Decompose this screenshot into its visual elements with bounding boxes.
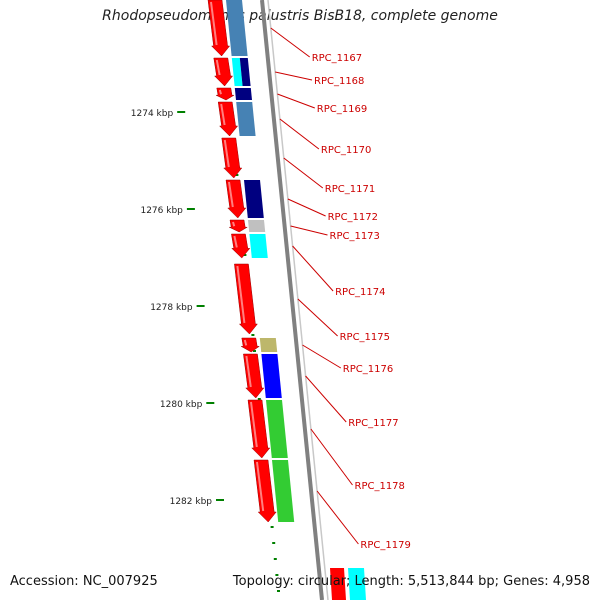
accession-text: Accession: NC_007925	[10, 574, 158, 589]
cog-box	[231, 58, 243, 86]
gene-label: RPC_1177	[348, 418, 398, 429]
cog-box	[244, 180, 264, 218]
cog-box	[272, 460, 295, 522]
ruler-tick	[253, 350, 256, 352]
label-leader	[297, 298, 338, 337]
label-leader	[277, 93, 315, 109]
gene-highlight	[215, 59, 221, 76]
gene-features	[207, 0, 346, 600]
ruler-label: 1274 kbp	[131, 109, 174, 119]
backbone-edge	[267, 0, 329, 600]
ruler-label: 1282 kbp	[170, 497, 213, 507]
gene-label: RPC_1175	[340, 332, 390, 343]
backbone	[260, 0, 329, 600]
ruler-labels: 1274 kbp 1276 kbp 1278 kbp 1280 kbp 1282 kbp	[131, 109, 224, 507]
label-leader	[290, 225, 328, 236]
gene-label: RPC_1178	[355, 481, 405, 492]
major-tick	[196, 305, 205, 307]
ruler-tick	[270, 526, 274, 528]
gene-arrow	[240, 337, 260, 353]
cog-box	[226, 0, 248, 56]
cog-box	[239, 58, 251, 86]
label-leader	[310, 428, 353, 486]
gene-highlight	[218, 89, 222, 95]
gene-arrow	[330, 568, 346, 600]
ruler-tick	[251, 334, 255, 336]
label-leader	[275, 71, 313, 81]
ruler-label: 1278 kbp	[150, 303, 193, 313]
ruler-tick	[275, 574, 279, 576]
cog-box	[234, 88, 252, 100]
gene-highlight	[245, 355, 252, 388]
gene-highlight	[243, 339, 248, 346]
label-leader	[305, 375, 347, 423]
gene-label: RPC_1174	[335, 287, 385, 298]
major-tick	[216, 499, 224, 501]
label-leader	[279, 118, 320, 150]
gene-highlight	[256, 461, 265, 512]
cog-box	[236, 102, 256, 136]
gene-label: RPC_1170	[321, 145, 371, 156]
gene-label: RPC_1172	[328, 212, 378, 223]
label-leader	[302, 344, 342, 369]
label-leader	[270, 27, 310, 58]
gene-highlight	[233, 235, 238, 248]
gene-highlight	[210, 1, 218, 46]
gene-label: RPC_1169	[317, 104, 367, 115]
gene-arrow	[229, 219, 249, 233]
map-title: Rhodopseudomonas palustris BisB18, compl…	[102, 8, 498, 24]
gene-label: RPC_1167	[312, 53, 362, 64]
cog-box	[248, 220, 266, 232]
ruler-tick	[243, 254, 247, 256]
major-tick	[206, 402, 215, 404]
cog-box	[266, 400, 288, 458]
ruler-tick	[235, 174, 239, 176]
gene-highlight	[236, 265, 246, 324]
cog-box	[249, 234, 268, 258]
gene-label: RPC_1171	[325, 184, 375, 195]
gene-label: RPC_1168	[314, 76, 364, 87]
label-leader	[287, 198, 326, 217]
gene-label: RPC_1179	[360, 540, 410, 551]
gene-highlight	[232, 221, 236, 227]
major-tick	[177, 111, 186, 113]
ruler-tick	[272, 542, 276, 544]
cog-box	[348, 568, 366, 600]
gene-highlight	[220, 103, 226, 126]
gene-highlight	[228, 181, 234, 208]
backbone-line	[260, 0, 324, 600]
gene-highlight	[250, 401, 258, 448]
ruler-label: 1280 kbp	[160, 400, 203, 410]
gene-label: RPC_1176	[343, 364, 393, 375]
cog-box	[261, 354, 282, 398]
gene-arrow	[215, 87, 235, 101]
ruler-tick	[257, 398, 261, 400]
gene-label: RPC_1173	[330, 231, 380, 242]
label-leader	[283, 157, 324, 189]
cog-features	[226, 0, 366, 600]
major-tick	[186, 208, 195, 210]
ruler-tick	[273, 558, 277, 560]
label-leader	[292, 245, 334, 292]
gene-labels: RPC_1167 RPC_1168 RPC_1169 RPC_1170 RPC_1171…	[270, 27, 411, 551]
topology-text: Topology: circular; Length: 5,513,844 bp…	[232, 574, 590, 589]
ruler-tick	[277, 590, 280, 592]
gene-highlight	[223, 139, 230, 168]
ruler-label: 1276 kbp	[140, 206, 183, 216]
cog-box	[259, 338, 278, 352]
label-leader	[316, 490, 359, 545]
